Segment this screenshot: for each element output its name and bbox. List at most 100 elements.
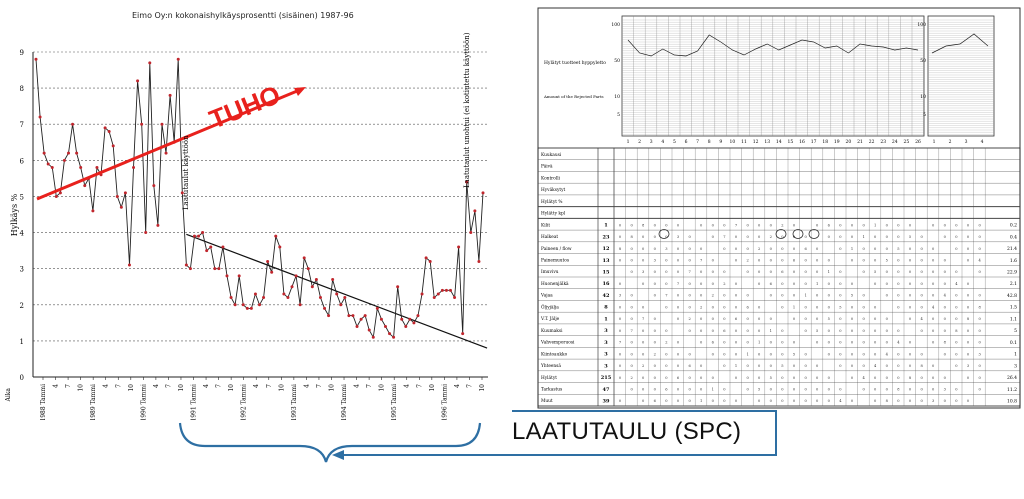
form-circle-mark [808, 229, 820, 239]
form-x-number: 8 [708, 139, 711, 145]
data-point [245, 306, 249, 310]
data-point [156, 223, 160, 227]
form-cell-value: 0 [688, 235, 691, 239]
form-cell-value: 0 [770, 223, 773, 227]
form-cell-value: 0 [712, 376, 715, 380]
form-cell-value: 0 [909, 247, 912, 251]
form-row-label: Painemuutos [541, 259, 569, 264]
form-cell-value: 8 [619, 247, 622, 251]
form-cell-value: 0 [630, 259, 633, 263]
form-cell-value: 4 [862, 376, 865, 380]
form-cell-value: 0 [630, 388, 633, 392]
x-tick-label: 7 [115, 384, 122, 388]
form-cell-value: 0 [862, 223, 865, 227]
form-cell-value: 0 [978, 235, 981, 239]
form-x-number: 15 [788, 139, 794, 145]
form-cell-value: 0 [816, 259, 819, 263]
data-point [408, 317, 412, 321]
form-cell-value: 0 [770, 352, 773, 356]
form-cell-value: 0 [642, 388, 645, 392]
form-cell-value: 0 [967, 247, 970, 251]
form-cell-value: 0 [932, 364, 935, 368]
form-cell-value: 0 [758, 329, 761, 333]
data-point [217, 267, 221, 271]
form-cell-value: 0 [723, 364, 726, 368]
data-point [205, 249, 209, 253]
form-cell-value: 0 [909, 270, 912, 274]
data-point [229, 296, 233, 300]
form-cell-value: 0 [758, 317, 761, 321]
form-cell-value: 0 [920, 305, 923, 309]
data-point [50, 166, 54, 170]
data-point [46, 162, 50, 166]
trend-line [186, 233, 488, 349]
form-row-total: 23 [603, 234, 610, 240]
form-cell-value: 0 [839, 282, 842, 286]
form-cell-value: 0 [804, 329, 807, 333]
form-cell-value: 0 [654, 329, 657, 333]
form-cell-value: 3 [677, 235, 680, 239]
form-cell-value: 0 [944, 317, 947, 321]
form-cell-value: 0 [700, 341, 703, 345]
x-tick-label: 10 [328, 384, 335, 392]
form-cell-value: 0 [897, 352, 900, 356]
form-cell-value: 0 [758, 399, 761, 403]
x-tick-label: 4 [103, 384, 110, 388]
spc-label: LAATUTAULU (SPC) [512, 418, 742, 445]
data-point [294, 274, 298, 278]
form-cell-value: 0 [746, 364, 749, 368]
data-point [481, 191, 485, 195]
form-cell-value: 1 [758, 341, 760, 345]
x-tick-label: 10 [479, 384, 486, 392]
form-main-trend [627, 34, 919, 57]
form-x-number: 11 [741, 139, 747, 145]
x-tick-label: 7 [65, 384, 72, 388]
x-tick-label: 1995 Tammi [391, 384, 398, 420]
form-cell-value: 0 [816, 376, 819, 380]
form-cell-value: 0 [712, 352, 715, 356]
form-cell-value: 0 [642, 399, 645, 403]
data-point [225, 274, 229, 278]
data-point [383, 324, 387, 328]
form-cell-value: 0 [654, 317, 657, 321]
form-x-number: 1 [933, 139, 936, 145]
form-row-percent: 1.5 [1010, 305, 1017, 311]
form-cell-value: 0 [851, 282, 854, 286]
data-point [103, 126, 107, 130]
form-cell-value: 0 [944, 376, 947, 380]
form-cell-value: 0 [735, 399, 738, 403]
data-point [278, 245, 282, 249]
form-y-label: 5 [617, 112, 620, 118]
form-cell-value: 0 [677, 305, 680, 309]
y-tick-label: 1 [20, 338, 24, 346]
form-cell-value: 0 [677, 364, 680, 368]
form-cell-value: 4 [920, 317, 923, 321]
form-row-total: 1 [604, 316, 607, 322]
form-cell-value: 3 [642, 270, 645, 274]
form-cell-value: 0 [932, 259, 935, 263]
form-cell-value: 0 [665, 223, 668, 227]
form-y-label: 50 [920, 58, 926, 64]
data-point [461, 332, 465, 336]
data-point [440, 288, 444, 292]
form-cell-value: 0 [665, 329, 668, 333]
form-row-label: Hylätty kpl [541, 212, 566, 217]
form-x-numbers: 1 2 3 4 5 6 7 8 9 10 11 12 13 14 15 16 17 18 19 20 21 22 23 24 2… [627, 139, 984, 145]
form-cell-value: 2 [712, 294, 714, 298]
form-cell-value: 0 [874, 329, 877, 333]
form-cell-value: 0 [700, 388, 703, 392]
form-cell-value: 0 [955, 317, 958, 321]
data-point [444, 288, 448, 292]
form-cell-value: 0 [967, 305, 970, 309]
data-point [400, 317, 404, 321]
form-cell-value: 0 [944, 352, 947, 356]
form-cell-value: 0 [967, 376, 970, 380]
form-cell-value: 0 [630, 364, 633, 368]
x-tick-label: 1989 Tammi [90, 384, 97, 420]
form-cell-value: 0 [793, 364, 796, 368]
data-point [359, 317, 363, 321]
form-cell-value: 0 [886, 294, 889, 298]
form-cell-value: 0 [897, 399, 900, 403]
y-tick-label: 0 [20, 374, 24, 382]
form-row-label: Imuvivu [541, 270, 559, 275]
